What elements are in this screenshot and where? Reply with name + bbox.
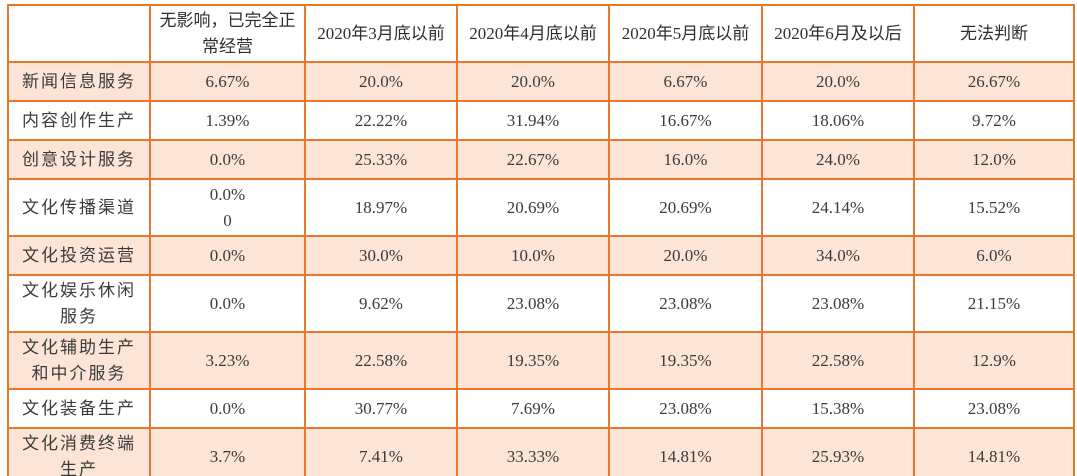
table-cell: 9.62%: [304, 274, 458, 333]
table-row-culture-consumer-terminal: 文化消费终端生产 3.7% 7.41% 33.33% 14.81% 25.93%…: [7, 427, 1075, 476]
table-cell: 21.15%: [913, 274, 1075, 333]
table-cell: 16.0%: [608, 139, 763, 180]
table-cell: 30.77%: [304, 388, 458, 429]
table-cell: 22.58%: [761, 331, 915, 390]
table-cell: 3.23%: [149, 331, 306, 390]
table-row-news-info-service: 新闻信息服务 6.67% 20.0% 20.0% 6.67% 20.0% 26.…: [7, 61, 1075, 102]
table-row-culture-entertainment-leisure: 文化娱乐休闲服务 0.0% 9.62% 23.08% 23.08% 23.08%…: [7, 274, 1075, 333]
table-cell: 25.33%: [304, 139, 458, 180]
table-cell: 6.67%: [608, 61, 763, 102]
row-label: 创意设计服务: [7, 139, 151, 180]
row-label: 新闻信息服务: [7, 61, 151, 102]
table-row-culture-investment: 文化投资运营 0.0% 30.0% 10.0% 20.0% 34.0% 6.0%: [7, 235, 1075, 276]
table-cell: 20.69%: [608, 178, 763, 237]
column-header-before-march: 2020年3月底以前: [304, 4, 458, 63]
table-cell: 33.33%: [456, 427, 610, 476]
table-cell: 22.22%: [304, 100, 458, 141]
column-header-cannot-judge: 无法判断: [913, 4, 1075, 63]
row-label: 内容创作生产: [7, 100, 151, 141]
row-label: 文化消费终端生产: [7, 427, 151, 476]
table-cell: 18.06%: [761, 100, 915, 141]
table-row-creative-design: 创意设计服务 0.0% 25.33% 22.67% 16.0% 24.0% 12…: [7, 139, 1075, 180]
table-cell: 0.0%: [149, 388, 306, 429]
row-label: 文化娱乐休闲服务: [7, 274, 151, 333]
table-cell: 23.08%: [608, 388, 763, 429]
table-cell: 25.93%: [761, 427, 915, 476]
table-cell: 6.0%: [913, 235, 1075, 276]
table-row-culture-auxiliary-intermediary: 文化辅助生产和中介服务 3.23% 22.58% 19.35% 19.35% 2…: [7, 331, 1075, 390]
table-cell: 18.97%: [304, 178, 458, 237]
table-cell: 20.0%: [304, 61, 458, 102]
table-cell: 22.58%: [304, 331, 458, 390]
table-cell: 0.0%: [149, 139, 306, 180]
table-cell: 3.7%: [149, 427, 306, 476]
table-cell: 10.0%: [456, 235, 610, 276]
table-cell: 7.41%: [304, 427, 458, 476]
row-label: 文化辅助生产和中介服务: [7, 331, 151, 390]
table-cell: 12.9%: [913, 331, 1075, 390]
table-cell: 19.35%: [608, 331, 763, 390]
row-label: 文化传播渠道: [7, 178, 151, 237]
table-cell: 15.52%: [913, 178, 1075, 237]
table-cell: 12.0%: [913, 139, 1075, 180]
row-label: 文化投资运营: [7, 235, 151, 276]
table-cell: 20.0%: [456, 61, 610, 102]
column-header-june-and-after: 2020年6月及以后: [761, 4, 915, 63]
table-cell: 14.81%: [913, 427, 1075, 476]
table-cell: 30.0%: [304, 235, 458, 276]
table-cell: 23.08%: [761, 274, 915, 333]
table-cell: 0.0%: [149, 274, 306, 333]
table-cell: 23.08%: [456, 274, 610, 333]
column-header-no-impact: 无影响，已完全正常经营: [149, 4, 306, 63]
table-cell: 23.08%: [913, 388, 1075, 429]
table-cell: 19.35%: [456, 331, 610, 390]
table-row-content-creation: 内容创作生产 1.39% 22.22% 31.94% 16.67% 18.06%…: [7, 100, 1075, 141]
table-cell: 20.0%: [608, 235, 763, 276]
table-cell: 9.72%: [913, 100, 1075, 141]
row-label: 文化装备生产: [7, 388, 151, 429]
table-cell: 31.94%: [456, 100, 610, 141]
table-cell: 20.69%: [456, 178, 610, 237]
table-cell: 20.0%: [761, 61, 915, 102]
table-cell: 26.67%: [913, 61, 1075, 102]
table-cell: 7.69%: [456, 388, 610, 429]
table-cell: 24.14%: [761, 178, 915, 237]
table-cell: 16.67%: [608, 100, 763, 141]
impact-timeline-table: 无影响，已完全正常经营 2020年3月底以前 2020年4月底以前 2020年5…: [7, 4, 1075, 476]
table-row-culture-dissemination: 文化传播渠道 0.0% 0 18.97% 20.69% 20.69% 24.14…: [7, 178, 1075, 237]
table-body: 新闻信息服务 6.67% 20.0% 20.0% 6.67% 20.0% 26.…: [7, 61, 1075, 476]
table-cell: 0.0%: [149, 235, 306, 276]
column-header-before-may: 2020年5月底以前: [608, 4, 763, 63]
column-header-before-april: 2020年4月底以前: [456, 4, 610, 63]
header-row: 无影响，已完全正常经营 2020年3月底以前 2020年4月底以前 2020年5…: [7, 4, 1075, 63]
table-row-culture-equipment-production: 文化装备生产 0.0% 30.77% 7.69% 23.08% 15.38% 2…: [7, 388, 1075, 429]
table-cell: 15.38%: [761, 388, 915, 429]
table-cell: 34.0%: [761, 235, 915, 276]
corner-header-cell: [7, 4, 151, 63]
table-cell: 14.81%: [608, 427, 763, 476]
table-header: 无影响，已完全正常经营 2020年3月底以前 2020年4月底以前 2020年5…: [7, 4, 1075, 63]
table-cell: 1.39%: [149, 100, 306, 141]
table-cell: 22.67%: [456, 139, 610, 180]
table-cell: 23.08%: [608, 274, 763, 333]
table-cell: 0.0% 0: [149, 178, 306, 237]
table-cell: 24.0%: [761, 139, 915, 180]
table-cell: 6.67%: [149, 61, 306, 102]
